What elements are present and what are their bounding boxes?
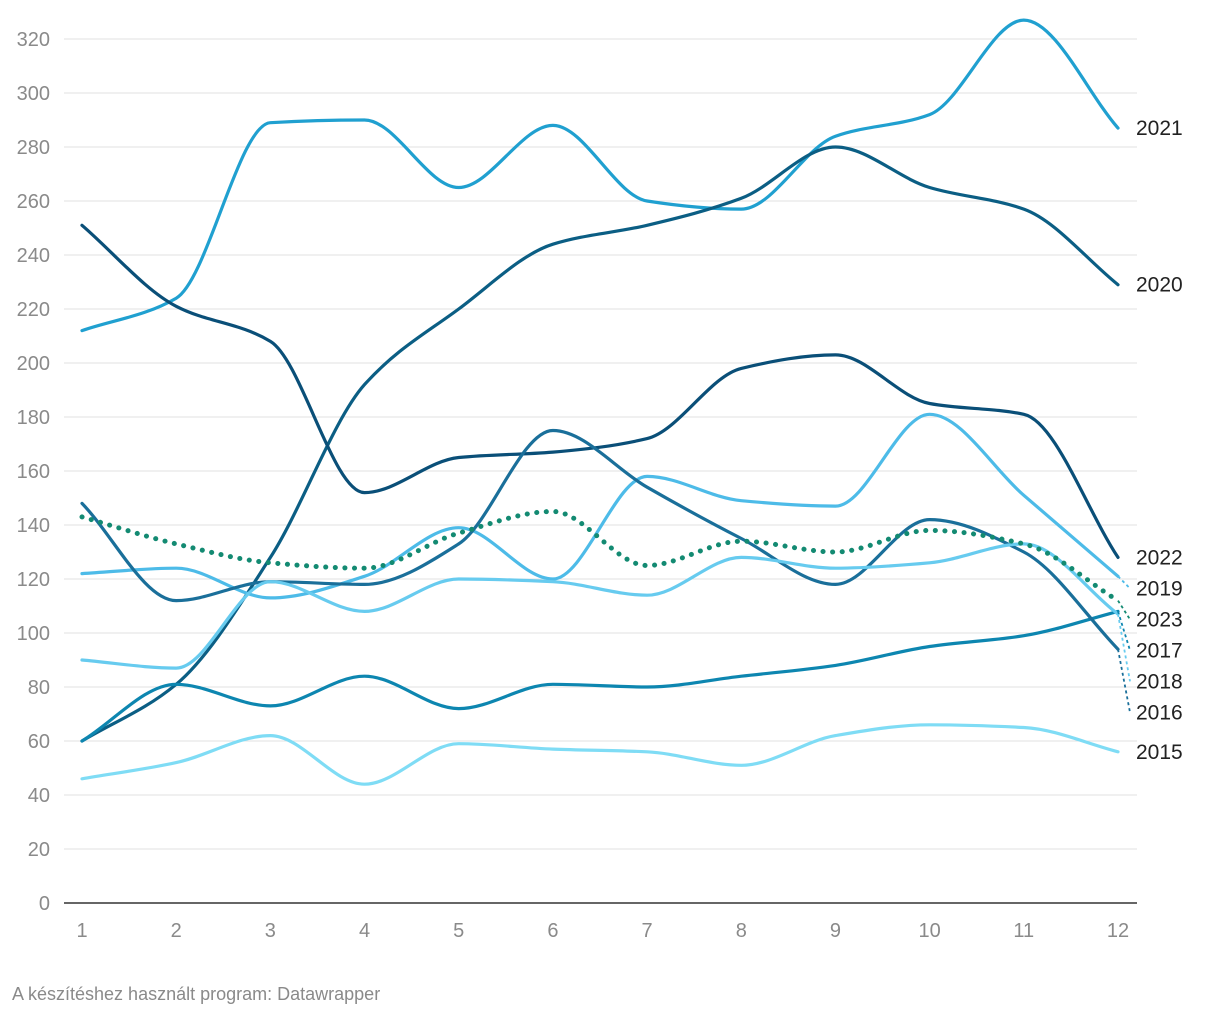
y-tick-label: 0 [39, 893, 50, 915]
series-labels: 2021 2020 2022 2019 2023 2017 2018 2016 2015 [1136, 117, 1183, 764]
series-line-2018 [80, 542, 1120, 670]
series-label-2021: 2021 [1136, 117, 1183, 140]
x-tick-label: 12 [1107, 920, 1129, 942]
series-label-2019: 2019 [1136, 577, 1183, 600]
x-tick-label: 11 [1013, 920, 1034, 942]
x-tick-label: 1 [76, 920, 87, 942]
x-tick-label: 6 [547, 920, 558, 942]
y-tick-label: 220 [17, 299, 50, 321]
y-tick-label: 140 [17, 515, 50, 537]
series-line-2017 [80, 609, 1120, 743]
series-lines [79, 18, 1121, 786]
series-label-2023: 2023 [1136, 608, 1183, 631]
y-tick-label: 300 [17, 83, 50, 105]
series-label-2022: 2022 [1136, 546, 1183, 569]
y-tick-label: 240 [17, 245, 50, 267]
series-line-2021 [80, 18, 1120, 333]
y-tick-label: 80 [28, 677, 50, 699]
y-tick-label: 260 [17, 191, 50, 213]
x-axis-ticks: 1 2 3 4 5 6 7 8 9 10 11 12 [76, 920, 1129, 942]
x-tick-label: 2 [171, 920, 182, 942]
series-line-2015 [80, 723, 1120, 786]
y-tick-label: 280 [17, 137, 50, 159]
y-axis-ticks: 0 20 40 60 80 100 120 140 160 180 200 220 240 260 280 3… [17, 29, 50, 915]
series-label-2018: 2018 [1136, 670, 1183, 693]
y-tick-label: 100 [17, 623, 50, 645]
x-tick-label: 9 [830, 920, 841, 942]
y-tick-label: 180 [17, 407, 50, 429]
series-label-2020: 2020 [1136, 274, 1183, 297]
series-line-2016 [80, 428, 1120, 651]
series-line-2020 [80, 145, 1120, 743]
x-tick-label: 4 [359, 920, 370, 942]
label-connector-2017 [1117, 611, 1131, 651]
y-tick-label: 320 [17, 29, 50, 51]
x-tick-label: 10 [919, 920, 941, 942]
y-tick-label: 20 [28, 839, 50, 861]
label-connectors [1117, 575, 1131, 713]
x-tick-label: 8 [736, 920, 747, 942]
label-connector-2018 [1117, 613, 1131, 682]
y-tick-label: 200 [17, 353, 50, 375]
series-label-2015: 2015 [1136, 741, 1183, 764]
label-connector-2019 [1117, 575, 1131, 590]
series-line-2022 [80, 223, 1120, 559]
x-tick-label: 3 [265, 920, 276, 942]
x-tick-label: 5 [453, 920, 464, 942]
line-chart: 0 20 40 60 80 100 120 140 160 180 200 220 240 260 280 3… [17, 18, 1183, 942]
y-tick-label: 160 [17, 461, 50, 483]
x-tick-label: 7 [642, 920, 653, 942]
label-connector-2023 [1117, 600, 1131, 620]
label-connector-2016 [1117, 649, 1131, 713]
series-label-2016: 2016 [1136, 701, 1183, 724]
series-label-2017: 2017 [1136, 639, 1183, 662]
source-credit: A készítéshez használt program: Datawrap… [12, 984, 381, 1004]
series-line-2023 [79, 509, 1121, 604]
grid-lines [64, 38, 1137, 850]
y-tick-label: 60 [28, 731, 50, 753]
y-tick-label: 120 [17, 569, 50, 591]
series-line-2019 [80, 412, 1120, 600]
y-tick-label: 40 [28, 785, 50, 807]
